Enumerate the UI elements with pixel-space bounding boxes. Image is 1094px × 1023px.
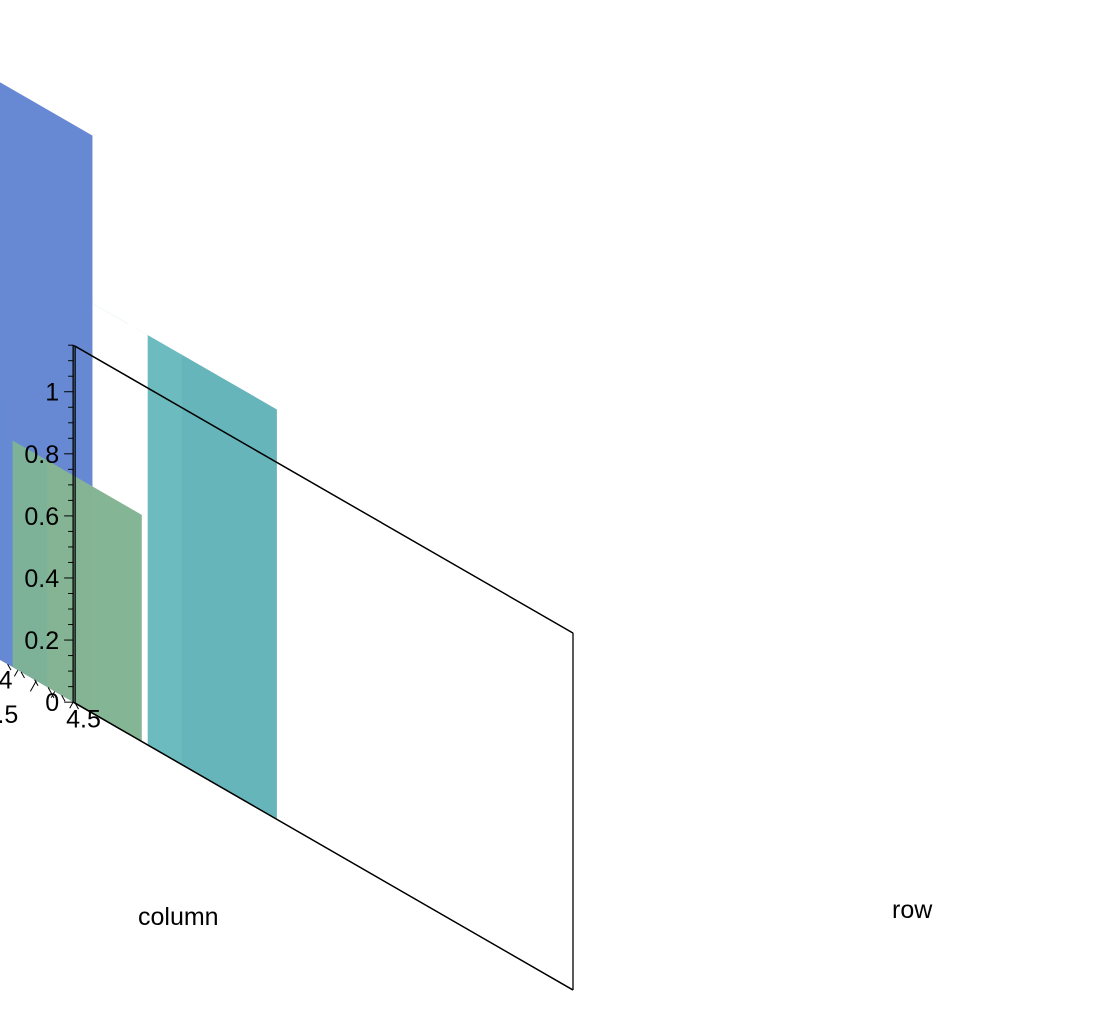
z-tick-label: 0.2 <box>24 627 59 655</box>
row-tick-major <box>47 687 55 699</box>
column-tick-label: 3.5 <box>0 701 18 729</box>
box-edge-bottom-right <box>74 702 574 991</box>
row-tick-minor <box>34 679 39 686</box>
bar-1-3 <box>0 659 56 693</box>
axis-labels: 00.20.40.60.8111.522.533.511.522.533.544… <box>0 379 101 734</box>
row-tick-minor <box>61 694 66 702</box>
bar-4-2 <box>53 280 277 820</box>
column-tick-major <box>29 680 37 692</box>
bar-face-right <box>147 335 277 820</box>
box-edge-top-front-right <box>74 345 574 634</box>
column-tick-minor <box>13 670 19 677</box>
column-tick-minor <box>50 691 56 698</box>
z-tick-label: 1 <box>45 379 59 407</box>
axis-ticks <box>7 344 79 710</box>
row-tick-label: 4.5 <box>66 705 101 733</box>
z-tick-label: 0.6 <box>24 503 59 531</box>
row-tick-minor <box>74 702 79 710</box>
bar-face-top <box>0 433 142 515</box>
bar-face-top <box>53 280 277 410</box>
column-tick-minor <box>69 701 74 709</box>
bars-group <box>0 82 462 926</box>
bar-face-top <box>0 659 56 693</box>
bar-face-top <box>0 82 93 136</box>
x-axis-title: row <box>892 896 933 924</box>
row-tick-label: 4 <box>0 667 13 695</box>
z-tick-label: 0.4 <box>24 565 59 593</box>
y-axis-title: column <box>138 903 219 931</box>
bounding-box-front <box>72 344 574 991</box>
z-tick-label: 0.8 <box>24 441 59 469</box>
row-tick-minor <box>20 671 25 679</box>
row-tick-minor <box>7 663 12 671</box>
z-tick-label: 0 <box>45 689 59 717</box>
bar-3-2 <box>0 433 142 742</box>
bar-face-right <box>12 440 142 742</box>
